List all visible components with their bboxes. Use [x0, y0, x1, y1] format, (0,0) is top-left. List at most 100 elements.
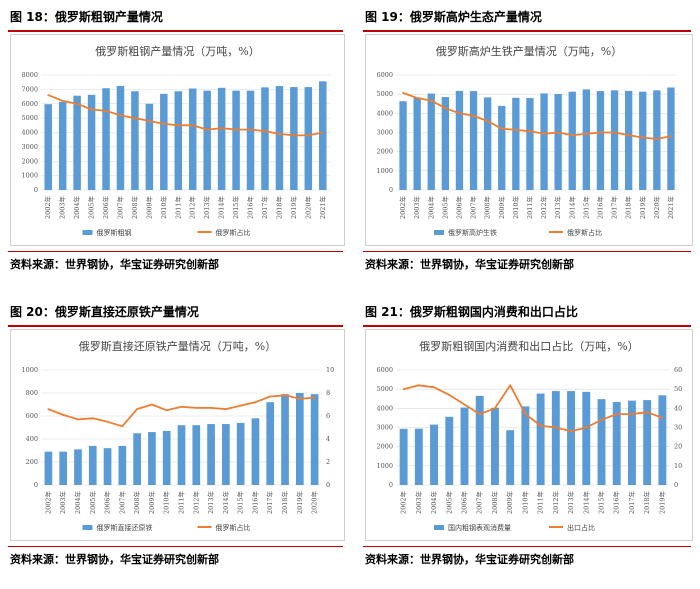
legend-bar-swatch [82, 230, 93, 235]
line-point [269, 395, 272, 398]
x-tick-label: 2017年 [627, 491, 636, 515]
y2-tick-label: 0 [674, 481, 678, 489]
y2-tick-label: 8 [326, 389, 330, 397]
chart-svg: 俄罗斯粗钢国内消费和出口占比（万吨，%）01000200030004000500… [376, 339, 682, 532]
y-tick-label: 1000 [376, 462, 393, 470]
line-point [134, 117, 136, 120]
x-tick-label: 2015年 [581, 196, 590, 220]
y-tick-label: 3000 [21, 143, 38, 151]
legend-label: 俄罗斯粗钢 [97, 228, 132, 237]
x-tick-label: 2020年 [310, 491, 319, 515]
x-tick-label: 2009年 [144, 196, 153, 220]
line-point [500, 127, 503, 130]
chart-title: 俄罗斯高炉生铁产量情况（万吨，%） [436, 44, 622, 58]
x-tick-label: 2004年 [429, 491, 438, 515]
line-point [151, 403, 153, 406]
line-point [486, 120, 489, 122]
legend-label: 俄罗斯占比 [216, 523, 251, 532]
line-point [254, 401, 257, 404]
x-tick-label: 2008年 [130, 196, 139, 220]
line-point [524, 413, 527, 415]
bar [290, 87, 298, 190]
x-tick-label: 2004年 [72, 196, 81, 220]
line-point [430, 99, 433, 102]
line-point [91, 417, 94, 420]
bar [203, 90, 211, 190]
line-point [177, 124, 180, 127]
line-point [494, 407, 496, 410]
y-tick-label: 3000 [376, 129, 393, 137]
y-tick-label: 1000 [21, 172, 38, 180]
legend-bar-swatch [434, 525, 444, 530]
bar [597, 399, 606, 485]
x-tick-label: 2021年 [318, 196, 327, 220]
y-tick-label: 4000 [21, 129, 38, 137]
source-rule [363, 251, 691, 252]
line-point [661, 417, 664, 419]
y2-tick-label: 60 [674, 366, 682, 374]
line-point [514, 129, 517, 131]
source-rule [8, 546, 343, 547]
bar [643, 400, 652, 485]
line-point [613, 131, 616, 134]
bar [295, 393, 304, 485]
line-point [557, 131, 560, 134]
bar [596, 91, 605, 190]
line-point [478, 413, 481, 415]
x-tick-label: 2013年 [206, 491, 215, 515]
x-tick-label: 2003年 [414, 491, 423, 515]
bar [44, 451, 53, 485]
line-point [148, 120, 151, 122]
y2-tick-label: 50 [674, 385, 682, 393]
panel-fig19: 图 19：俄罗斯高炉生态产量情况 俄罗斯高炉生铁产量情况（万吨，%） 0 1000 2… [350, 0, 700, 294]
y-tick-label: 2000 [376, 443, 393, 451]
chart-title: 俄罗斯粗钢国内消费和出口占比（万吨，%） [419, 339, 638, 353]
bar [460, 407, 469, 485]
y-tick-label: 0 [389, 481, 393, 489]
x-tick-label: 2009年 [147, 491, 156, 515]
line-point [105, 110, 107, 112]
bar [266, 402, 275, 485]
bar [217, 87, 226, 190]
x-tick-label: 2003年 [58, 196, 67, 220]
x-tick-label: 2002年 [43, 196, 52, 220]
line-point [554, 426, 557, 429]
line-point [121, 425, 124, 428]
bar [319, 81, 327, 190]
x-tick-label: 2005年 [87, 196, 96, 220]
bar [87, 94, 96, 190]
x-tick-label: 2011年 [173, 196, 182, 220]
legend-label: 俄罗斯直接还原铁 [97, 523, 153, 532]
line-point [292, 134, 295, 137]
line-series [402, 92, 672, 140]
source-rule [8, 251, 343, 252]
x-tick-label: 2016年 [250, 491, 259, 515]
line-point [463, 403, 466, 406]
bar [582, 89, 591, 190]
bar [222, 424, 230, 485]
x-tick-label: 2016年 [612, 491, 621, 515]
x-tick-label: 2003年 [412, 196, 421, 220]
bar [177, 425, 186, 485]
y2-tick-label: 10 [674, 462, 682, 470]
y-tick-label: 6000 [376, 71, 393, 79]
line-point [298, 397, 301, 400]
x-tick-label: 2015年 [236, 491, 245, 515]
bar [116, 85, 125, 190]
chart-svg: 俄罗斯直接还原铁产量情况（万吨，%） 0 200 400 600 800 1000 0 2 4 6 8… [21, 339, 334, 532]
bar [653, 90, 661, 190]
chart-fig20: 俄罗斯直接还原铁产量情况（万吨，%） 0 200 400 600 800 1000 0 2 4 6 8… [10, 329, 345, 541]
line-point [220, 127, 223, 130]
x-tick-label: 2010年 [159, 196, 168, 220]
bar [310, 394, 319, 485]
line-point [402, 388, 405, 391]
line-point [210, 407, 212, 409]
chart-fig21: 俄罗斯粗钢国内消费和出口占比（万吨，%） 0 1000 2000 3000 4000 500… [365, 329, 693, 541]
chart-fig19: 俄罗斯高炉生铁产量情况（万吨，%） 0 1000 2000 3000 4000 5000 60… [365, 34, 693, 246]
x-tick-label: 2008年 [483, 196, 492, 220]
bar [506, 430, 515, 485]
line-point [539, 424, 542, 427]
source-rule [363, 546, 691, 547]
legend-label: 俄罗斯占比 [216, 228, 251, 237]
bar [102, 88, 110, 190]
